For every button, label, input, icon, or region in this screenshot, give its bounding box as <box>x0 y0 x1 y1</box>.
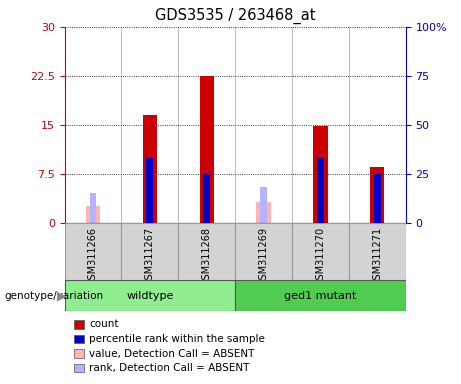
Text: ged1 mutant: ged1 mutant <box>284 291 356 301</box>
Bar <box>374 174 381 223</box>
Text: GSM311267: GSM311267 <box>145 227 155 286</box>
Text: GSM311271: GSM311271 <box>372 227 382 286</box>
Text: value, Detection Call = ABSENT: value, Detection Call = ABSENT <box>89 349 254 359</box>
Bar <box>292 223 349 280</box>
Bar <box>203 174 210 223</box>
Bar <box>313 126 327 223</box>
Text: GSM311266: GSM311266 <box>88 227 98 286</box>
Bar <box>178 223 235 280</box>
Bar <box>147 158 153 223</box>
Text: rank, Detection Call = ABSENT: rank, Detection Call = ABSENT <box>89 363 249 373</box>
Text: percentile rank within the sample: percentile rank within the sample <box>89 334 265 344</box>
Text: ▶: ▶ <box>58 289 67 302</box>
Bar <box>349 223 406 280</box>
Bar <box>89 194 96 223</box>
Text: GSM311270: GSM311270 <box>315 227 325 286</box>
Bar <box>121 223 178 280</box>
Bar <box>370 167 384 223</box>
Bar <box>235 223 292 280</box>
Text: genotype/variation: genotype/variation <box>5 291 104 301</box>
Text: wildtype: wildtype <box>126 291 173 301</box>
Bar <box>143 115 157 223</box>
Bar <box>235 280 406 311</box>
Bar <box>260 187 267 223</box>
Title: GDS3535 / 263468_at: GDS3535 / 263468_at <box>155 8 315 24</box>
Bar <box>65 223 121 280</box>
Bar <box>317 158 324 223</box>
Bar <box>256 202 271 223</box>
Text: GSM311269: GSM311269 <box>259 227 269 286</box>
Text: count: count <box>89 319 118 329</box>
Bar <box>65 280 235 311</box>
Text: GSM311268: GSM311268 <box>201 227 212 286</box>
Bar <box>86 207 100 223</box>
Bar <box>200 76 214 223</box>
